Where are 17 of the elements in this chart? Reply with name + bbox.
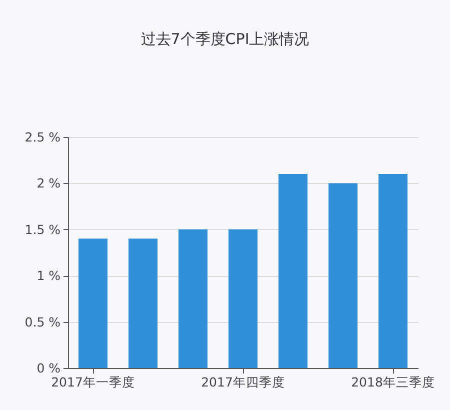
x-tick-label: 2017年四季度 [201, 374, 285, 390]
y-tick-label: 1.5 % [24, 222, 61, 237]
bar [128, 238, 158, 368]
bar [328, 183, 358, 368]
y-tick-label: 0.5 % [24, 314, 61, 330]
chart-title: 过去7个季度CPI上涨情况 [140, 30, 310, 48]
x-tick-label: 2017年一季度 [51, 374, 135, 390]
bar [178, 229, 208, 368]
x-tick-label: 2018年三季度 [351, 374, 435, 390]
bar [228, 229, 258, 368]
y-tick-label: 0 % [36, 360, 61, 376]
y-tick-label: 2.5 % [24, 130, 61, 144]
y-tick-label: 2 % [36, 176, 61, 191]
bar [378, 174, 408, 368]
y-tick-label: 1 % [36, 268, 61, 284]
bar [278, 174, 308, 368]
bar [78, 238, 108, 368]
